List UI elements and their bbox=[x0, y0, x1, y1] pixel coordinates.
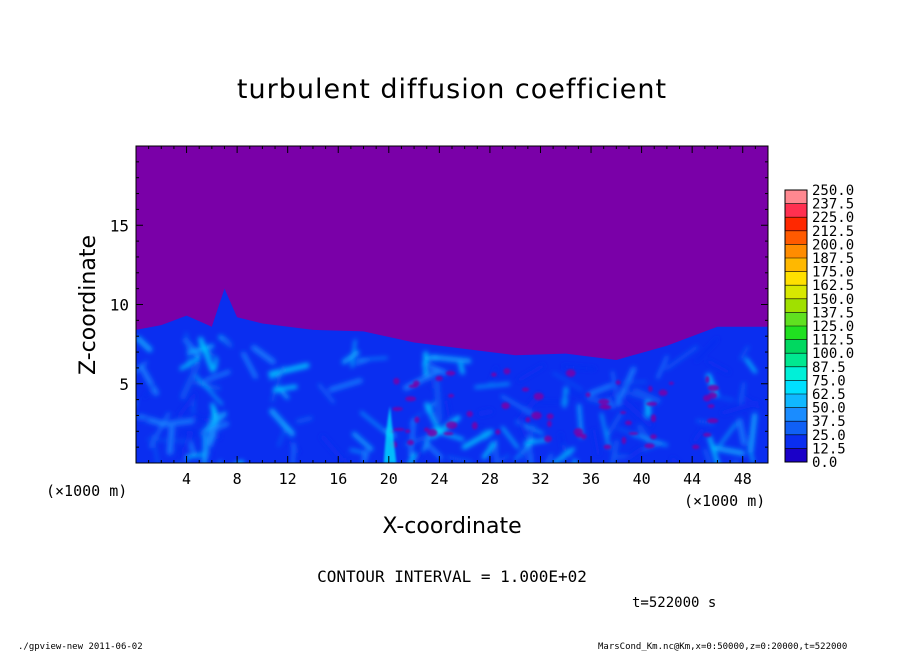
x-tick-label: 12 bbox=[279, 470, 297, 488]
colorbar-label: 162.5 bbox=[812, 278, 854, 294]
low-value-patches bbox=[388, 368, 720, 450]
colorbar-label: 137.5 bbox=[812, 305, 854, 321]
colorbar-label: 125.0 bbox=[812, 319, 854, 335]
y-tick-label: 10 bbox=[110, 296, 129, 315]
x-axis-label: X-coordinate bbox=[382, 514, 522, 539]
colorbar-swatch bbox=[785, 271, 807, 286]
colorbar-label: 112.5 bbox=[812, 333, 854, 349]
x-tick-label: 8 bbox=[233, 470, 242, 488]
colorbar-label: 250.0 bbox=[812, 183, 854, 199]
turbulent-layer bbox=[136, 288, 768, 463]
colorbar-label: 237.5 bbox=[812, 197, 854, 213]
x-tick-label: 16 bbox=[329, 470, 347, 488]
colorbar-swatch bbox=[785, 407, 807, 422]
footer-left: ./gpview-new 2011-06-02 bbox=[18, 642, 143, 652]
x-unit-label-right: (×1000 m) bbox=[684, 492, 766, 510]
colorbar-swatch bbox=[785, 244, 807, 258]
chart-title: turbulent diffusion coefficient bbox=[236, 74, 668, 105]
colorbar-label: 187.5 bbox=[812, 251, 854, 267]
colorbar-swatch bbox=[785, 448, 807, 462]
colorbar-label: 87.5 bbox=[812, 360, 846, 376]
x-tick-label: 32 bbox=[531, 470, 549, 488]
x-tick-label: 44 bbox=[683, 470, 701, 488]
colorbar-swatch bbox=[785, 230, 807, 245]
x-tick-label: 20 bbox=[380, 470, 398, 488]
x-unit-label-left: (×1000 m) bbox=[46, 482, 128, 500]
colorbar-swatch bbox=[785, 258, 807, 272]
x-tick-label: 36 bbox=[582, 470, 600, 488]
colorbar-swatch bbox=[785, 285, 807, 299]
colorbar-label: 0.0 bbox=[812, 455, 837, 471]
turbulent-structures bbox=[136, 331, 762, 463]
colorbar-swatch bbox=[785, 394, 807, 408]
x-tick-label: 4 bbox=[182, 470, 191, 488]
plume bbox=[383, 405, 397, 463]
colorbar-swatch bbox=[785, 190, 807, 204]
colorbar-swatch bbox=[785, 434, 807, 449]
x-tick-label: 40 bbox=[633, 470, 651, 488]
colorbar-swatch bbox=[785, 353, 807, 367]
colorbar-swatch bbox=[785, 203, 807, 218]
colorbar-swatch bbox=[785, 339, 807, 354]
x-tick-label: 48 bbox=[734, 470, 752, 488]
colorbar-swatch bbox=[785, 298, 807, 313]
y-tick-label: 5 bbox=[119, 375, 129, 394]
colorbar-label: 37.5 bbox=[812, 414, 846, 430]
colorbar-swatch bbox=[785, 217, 807, 231]
colorbar-swatch bbox=[785, 326, 807, 340]
colorbar-label: 150.0 bbox=[812, 292, 854, 308]
time-label: t=522000 s bbox=[632, 595, 717, 611]
colorbar-swatch bbox=[785, 312, 807, 326]
x-tick-label: 28 bbox=[481, 470, 499, 488]
y-tick-label: 15 bbox=[110, 216, 129, 235]
colorbar-label: 212.5 bbox=[812, 224, 854, 240]
colorbar-label: 12.5 bbox=[812, 441, 846, 457]
colorbar-swatch bbox=[785, 366, 807, 381]
colorbar-label: 200.0 bbox=[812, 237, 854, 253]
x-tick-label: 24 bbox=[430, 470, 448, 488]
colorbar-label: 175.0 bbox=[812, 265, 854, 281]
colorbar-label: 62.5 bbox=[812, 387, 846, 403]
colorbar-label: 100.0 bbox=[812, 346, 854, 362]
colorbar-label: 75.0 bbox=[812, 373, 846, 389]
colorbar-label: 225.0 bbox=[812, 210, 854, 226]
colorbar-label: 25.0 bbox=[812, 428, 846, 444]
contour-interval: CONTOUR INTERVAL = 1.000E+02 bbox=[317, 567, 587, 586]
colorbar-swatch bbox=[785, 421, 807, 435]
colorbar-swatch bbox=[785, 380, 807, 394]
footer-right: MarsCond_Km.nc@Km,x=0:50000,z=0:20000,t=… bbox=[598, 642, 848, 652]
colorbar-label: 50.0 bbox=[812, 401, 846, 417]
y-axis-label: Z-coordinate bbox=[76, 235, 101, 375]
